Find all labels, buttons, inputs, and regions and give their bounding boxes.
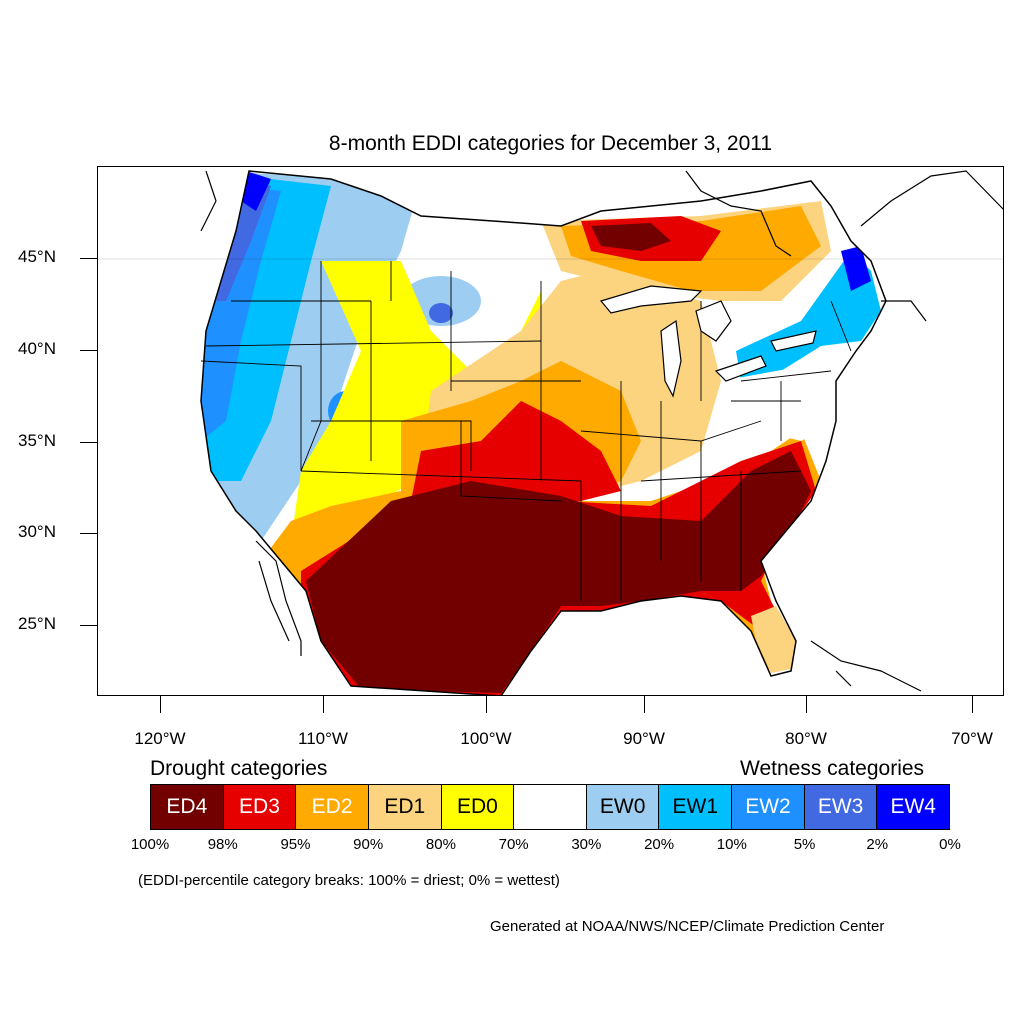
lon-tick bbox=[644, 696, 645, 713]
legend-box-ed4: ED4 bbox=[151, 785, 224, 829]
legend-box-ew0: EW0 bbox=[586, 785, 660, 829]
legend-box-ew1: EW1 bbox=[659, 785, 733, 829]
legend-box-ed3: ED3 bbox=[223, 785, 297, 829]
legend-box-ew2: EW2 bbox=[732, 785, 805, 829]
lat-tick bbox=[80, 258, 97, 259]
lon-label: 110°W bbox=[298, 729, 348, 748]
legend-box-ew3: EW3 bbox=[804, 785, 878, 829]
map-title: 8-month EDDI categories for December 3, … bbox=[328, 132, 773, 155]
lon-label: 120°W bbox=[134, 729, 186, 748]
map-canvas bbox=[98, 167, 1003, 695]
lon-label: 70°W bbox=[951, 729, 993, 748]
state-boundaries bbox=[200, 261, 852, 601]
percent-break-label: 100% bbox=[130, 836, 170, 853]
percent-break-label: 95% bbox=[280, 836, 311, 853]
lat-label: 30°N bbox=[18, 522, 56, 541]
percent-break-label: 70% bbox=[498, 836, 529, 853]
eddi-category-fill bbox=[201, 171, 886, 695]
legend-color-bar: ED4 ED3 ED2 ED1 ED0 EW0 EW1 EW2 EW3 EW4 bbox=[150, 784, 950, 830]
lat-label: 40°N bbox=[18, 339, 56, 358]
percent-break-label: 10% bbox=[716, 836, 747, 853]
lon-tick bbox=[486, 696, 487, 713]
eddi-map bbox=[97, 166, 1004, 696]
coastlines bbox=[200, 170, 1003, 692]
lon-tick bbox=[972, 696, 973, 713]
lat-tick bbox=[80, 350, 97, 351]
legend-box-ew4: EW4 bbox=[877, 785, 950, 829]
lat-label: 25°N bbox=[18, 614, 56, 633]
percent-break-label: 90% bbox=[353, 836, 384, 853]
category-note: (EDDI-percentile category breaks: 100% =… bbox=[138, 872, 560, 889]
lon-label: 90°W bbox=[623, 729, 665, 748]
legend-box-ed2: ED2 bbox=[296, 785, 369, 829]
percent-break-label: 30% bbox=[571, 836, 602, 853]
lat-label: 35°N bbox=[18, 431, 56, 450]
lat-tick bbox=[80, 533, 97, 534]
percent-break-label: 80% bbox=[425, 836, 456, 853]
legend-box-normal bbox=[514, 785, 587, 829]
lon-label: 100°W bbox=[460, 729, 512, 748]
lon-label: 80°W bbox=[785, 729, 827, 748]
lon-tick bbox=[323, 696, 324, 713]
lon-tick bbox=[160, 696, 161, 713]
percent-break-label: 5% bbox=[793, 836, 816, 853]
credit-line: Generated at NOAA/NWS/NCEP/Climate Predi… bbox=[490, 918, 885, 935]
lat-label: 45°N bbox=[18, 247, 56, 266]
percent-break-label: 20% bbox=[644, 836, 675, 853]
lat-tick bbox=[80, 625, 97, 626]
percent-break-label: 98% bbox=[207, 836, 238, 853]
legend-box-ed1: ED1 bbox=[368, 785, 442, 829]
great-lakes bbox=[599, 285, 817, 398]
lon-tick bbox=[806, 696, 807, 713]
percent-break-label: 2% bbox=[866, 836, 889, 853]
drought-heading: Drought categories bbox=[150, 757, 328, 780]
legend-box-ed0: ED0 bbox=[441, 785, 515, 829]
wetness-heading: Wetness categories bbox=[740, 757, 925, 780]
lat-tick bbox=[80, 442, 97, 443]
percent-break-label: 0% bbox=[939, 836, 961, 853]
